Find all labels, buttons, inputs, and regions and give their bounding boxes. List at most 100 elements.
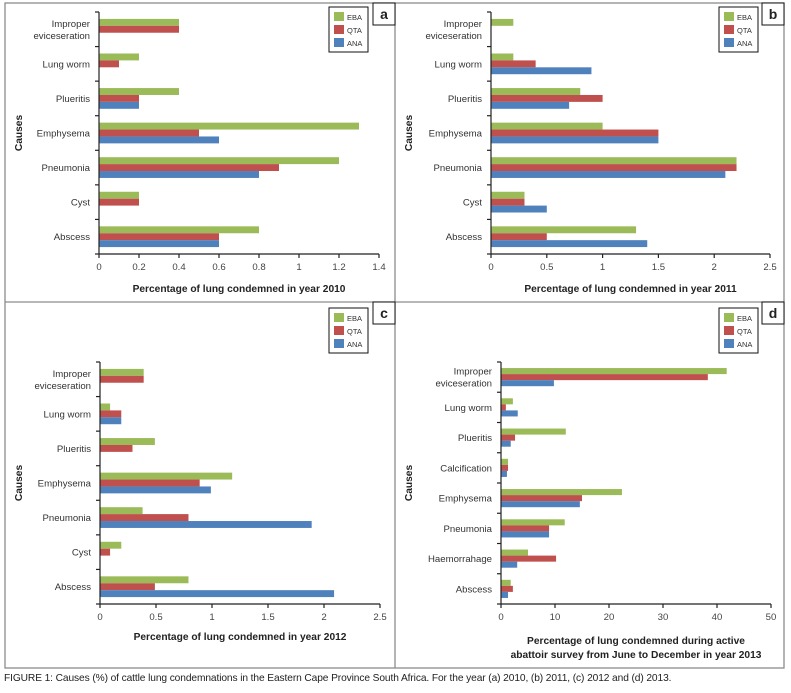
category-label: Plueritis xyxy=(57,444,91,455)
bar-eba-emphysema xyxy=(99,122,359,130)
bar-qta-lung-worm xyxy=(100,410,122,418)
bar-eba-improper-eviceseration xyxy=(100,368,144,376)
x-tick-label: 20 xyxy=(604,612,615,623)
legend-swatch-ana xyxy=(724,38,734,47)
x-axis-title: Percentage of lung condemned during acti… xyxy=(527,636,745,647)
bar-qta-improper-eviceseration xyxy=(100,375,144,383)
bar-qta-cyst xyxy=(491,198,525,206)
bar-eba-abscess xyxy=(99,226,259,234)
legend-swatch-ana xyxy=(724,339,734,348)
bar-qta-abscess xyxy=(491,233,547,241)
legend-swatch-qta xyxy=(724,25,734,34)
legend-swatch-eba xyxy=(334,12,344,21)
category-label: Plueritis xyxy=(56,94,90,105)
bar-eba-pneumonia xyxy=(99,157,339,165)
bar-eba-emphysema xyxy=(501,489,622,496)
bar-ana-calcification xyxy=(501,470,507,477)
category-label: Emphysema xyxy=(439,494,493,505)
bar-eba-improper-eviceseration xyxy=(501,368,727,375)
bar-eba-pneumonia xyxy=(501,519,565,526)
category-label: Emphysema xyxy=(37,129,91,140)
bar-ana-emphysema xyxy=(491,136,659,144)
figure-caption: FIGURE 1: Causes (%) of cattle lung cond… xyxy=(4,673,672,684)
legend-swatch-eba xyxy=(724,12,734,21)
panel-tag-label: b xyxy=(769,6,778,22)
bar-eba-improper-eviceseration xyxy=(491,18,514,26)
legend: EBA QTA ANA xyxy=(718,307,759,354)
panel-tag-label: a xyxy=(380,6,388,22)
legend-swatch-eba xyxy=(334,313,344,322)
bar-ana-pneumonia xyxy=(491,171,726,178)
x-tick-label: 1.5 xyxy=(261,612,274,623)
bar-eba-improper-eviceseration xyxy=(99,18,179,26)
x-axis-title: abattoir survey from June to December in… xyxy=(511,650,762,661)
x-tick-label: 0.6 xyxy=(212,262,225,273)
legend-label-eba: EBA xyxy=(347,314,362,323)
bar-ana-abscess xyxy=(491,240,648,248)
category-label: Improper xyxy=(444,19,483,30)
bar-ana-cyst xyxy=(491,205,547,213)
bar-ana-plueritis xyxy=(501,440,511,447)
x-axis-title: Percentage of lung condemned in year 201… xyxy=(524,284,737,295)
bar-eba-cyst xyxy=(99,191,139,199)
panel-tag-box xyxy=(372,301,396,325)
bar-qta-emphysema xyxy=(99,129,199,137)
x-tick-label: 0.5 xyxy=(540,262,553,273)
category-label: Abscess xyxy=(54,232,90,243)
bar-qta-calcification xyxy=(501,464,509,471)
bar-qta-improper-eviceseration xyxy=(99,25,179,33)
x-axis-title: Percentage of lung condemned in year 201… xyxy=(134,632,347,643)
bar-qta-plueritis xyxy=(491,94,603,102)
legend-swatch-eba xyxy=(724,313,734,322)
y-axis-title: Causes xyxy=(14,115,25,152)
bar-ana-emphysema xyxy=(99,136,219,144)
y-axis-title: Causes xyxy=(14,465,25,502)
bar-ana-haemorrahage xyxy=(501,561,518,568)
bar-ana-pneumonia xyxy=(99,171,259,178)
category-label: Plueritis xyxy=(448,94,482,105)
bar-qta-lung-worm xyxy=(491,60,536,68)
category-label: Pneumonia xyxy=(433,163,482,174)
bar-eba-haemorrahage xyxy=(501,549,528,556)
bar-eba-pneumonia xyxy=(100,507,143,515)
bar-ana-lung-worm xyxy=(491,67,592,75)
x-tick-label: 1.4 xyxy=(372,262,386,273)
bar-qta-abscess xyxy=(501,585,513,592)
category-label: Haemorrahage xyxy=(428,554,492,565)
x-tick-label: 0.8 xyxy=(252,262,265,273)
category-label: eviceseration xyxy=(425,31,482,42)
x-tick-label: 40 xyxy=(712,612,723,623)
bar-ana-plueritis xyxy=(99,101,139,109)
bar-eba-cyst xyxy=(491,191,525,199)
bar-qta-improper-eviceseration xyxy=(501,374,708,381)
bar-eba-emphysema xyxy=(491,122,603,130)
category-label: eviceseration xyxy=(34,381,91,392)
x-tick-label: 0 xyxy=(97,612,102,623)
bar-eba-lung-worm xyxy=(99,53,139,61)
x-tick-label: 2.5 xyxy=(763,262,776,273)
legend-label-eba: EBA xyxy=(347,13,362,22)
bar-qta-emphysema xyxy=(491,129,659,137)
category-label: Emphysema xyxy=(38,479,92,490)
category-label: Plueritis xyxy=(458,433,492,444)
y-axis-title: Causes xyxy=(404,115,415,152)
x-tick-label: 1 xyxy=(600,262,605,273)
category-label: Pneumonia xyxy=(443,524,492,535)
bar-qta-lung-worm xyxy=(501,404,506,411)
bar-eba-plueritis xyxy=(501,428,566,435)
x-tick-label: 0 xyxy=(96,262,101,273)
x-tick-label: 1.2 xyxy=(332,262,345,273)
legend-label-qta: QTA xyxy=(737,327,752,336)
bar-qta-cyst xyxy=(99,198,139,206)
x-tick-label: 2.5 xyxy=(373,612,386,623)
bar-ana-emphysema xyxy=(501,501,580,508)
category-label: Calcification xyxy=(440,463,492,474)
x-tick-label: 50 xyxy=(766,612,777,623)
panel-tag-box xyxy=(372,2,396,26)
legend: EBA QTA ANA xyxy=(328,6,369,53)
x-tick-label: 1 xyxy=(296,262,301,273)
